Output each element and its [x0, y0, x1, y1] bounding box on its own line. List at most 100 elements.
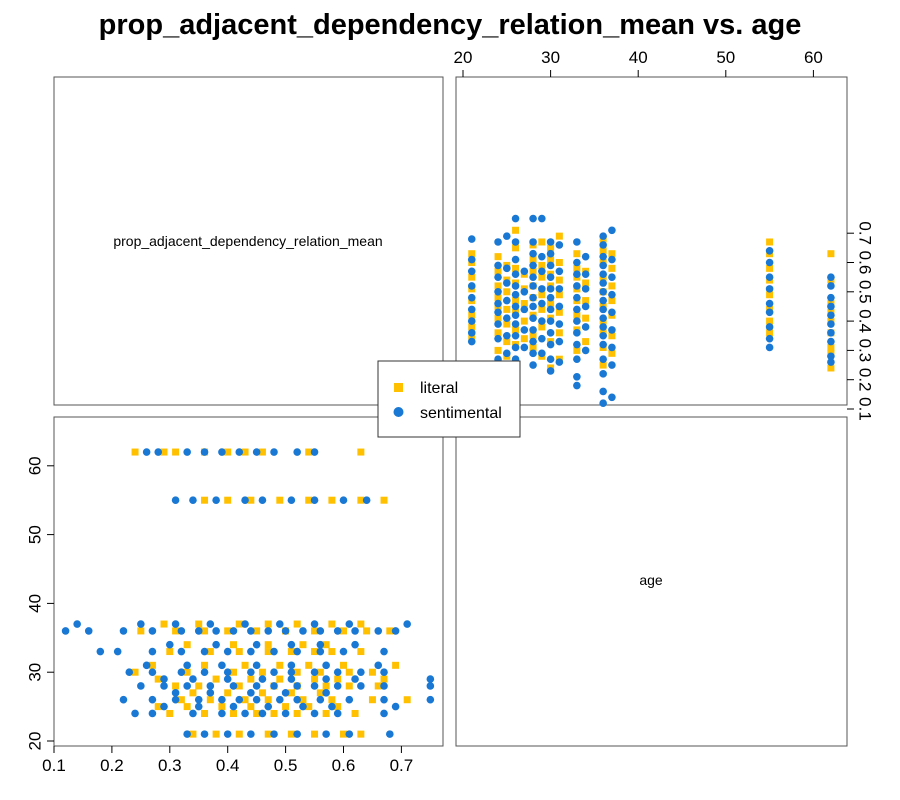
point-sentimental-upper: [503, 331, 511, 340]
point-sentimental-upper: [546, 305, 555, 314]
point-sentimental-upper: [520, 305, 529, 314]
point-sentimental-upper: [538, 285, 546, 293]
point-literal-upper: [529, 332, 537, 340]
point-literal-lower: [258, 689, 266, 697]
point-sentimental-upper: [467, 337, 476, 346]
point-sentimental-lower: [223, 647, 232, 656]
tick-label-prop-right: 0.1: [856, 397, 875, 421]
point-sentimental-lower: [357, 682, 365, 690]
point-sentimental-upper: [599, 296, 607, 305]
point-literal-lower: [160, 620, 168, 628]
point-literal-lower: [206, 696, 214, 704]
point-sentimental-lower: [142, 661, 151, 670]
point-literal-lower: [264, 696, 272, 704]
point-sentimental-upper: [546, 261, 555, 270]
point-literal-lower: [177, 696, 185, 704]
point-sentimental-lower: [322, 689, 330, 697]
point-sentimental-upper: [827, 337, 835, 346]
point-sentimental-lower: [177, 668, 186, 676]
point-sentimental-upper: [529, 361, 537, 369]
point-sentimental-lower: [310, 682, 319, 690]
point-sentimental-lower: [177, 627, 186, 635]
point-sentimental-upper: [581, 270, 590, 279]
point-literal-lower: [276, 661, 284, 669]
point-sentimental-lower: [322, 661, 330, 670]
point-literal-lower: [235, 648, 243, 656]
legend: literal sentimental: [377, 360, 521, 438]
point-literal-lower: [334, 675, 342, 683]
point-literal-lower: [305, 703, 313, 711]
point-literal-upper: [529, 343, 537, 351]
point-sentimental-lower: [316, 647, 325, 656]
tick-label-prop-right: 0.7: [856, 221, 875, 245]
point-sentimental-lower: [345, 695, 354, 704]
point-sentimental-lower: [252, 695, 261, 704]
point-literal-upper: [766, 238, 774, 246]
point-sentimental-lower: [310, 620, 319, 628]
point-literal-upper: [573, 311, 581, 319]
point-literal-lower: [229, 668, 237, 676]
point-sentimental-lower: [125, 668, 134, 676]
point-sentimental-lower: [160, 682, 168, 690]
point-sentimental-upper: [520, 343, 529, 352]
point-sentimental-lower: [200, 668, 209, 676]
point-literal-upper: [503, 305, 511, 313]
point-sentimental-upper: [546, 293, 555, 302]
point-sentimental-lower: [218, 448, 226, 456]
tick-label-prop-right: 0.6: [856, 251, 875, 275]
point-sentimental-upper: [511, 238, 520, 246]
point-literal-lower: [368, 668, 376, 676]
point-sentimental-upper: [494, 320, 502, 328]
point-literal-lower: [345, 682, 353, 690]
point-literal-lower: [351, 709, 359, 717]
point-sentimental-lower: [160, 702, 168, 711]
point-sentimental-upper: [546, 249, 555, 258]
point-sentimental-upper: [520, 326, 529, 334]
point-literal-lower: [357, 496, 365, 504]
point-sentimental-upper: [765, 334, 774, 343]
point-sentimental-lower: [235, 448, 244, 456]
point-sentimental-upper: [765, 258, 774, 267]
point-sentimental-upper: [529, 293, 537, 302]
point-sentimental-lower: [223, 730, 232, 738]
point-literal-upper: [827, 250, 835, 258]
point-literal-upper: [573, 264, 581, 272]
point-literal-lower: [392, 661, 400, 669]
point-sentimental-lower: [171, 496, 180, 505]
diagonal-label-prop: prop_adjacent_dependency_relation_mean: [113, 233, 382, 249]
point-sentimental-lower: [270, 682, 278, 690]
point-literal-upper: [608, 250, 616, 258]
point-sentimental-lower: [171, 695, 180, 704]
point-sentimental-upper: [494, 299, 502, 308]
point-literal-upper: [520, 317, 528, 325]
point-literal-lower: [218, 703, 226, 711]
tick-label-prop-right: 0.2: [856, 368, 875, 392]
panel-top-left: [53, 76, 444, 406]
point-sentimental-upper: [765, 246, 774, 255]
point-sentimental-upper: [608, 255, 616, 264]
point-literal-lower: [195, 620, 203, 628]
point-sentimental-upper: [827, 302, 835, 311]
point-literal-lower: [380, 675, 388, 683]
point-literal-lower: [201, 709, 209, 717]
panel-bottom-right: [455, 416, 848, 747]
scatter-marks: [61, 214, 835, 738]
point-literal-upper: [547, 244, 555, 252]
point-sentimental-upper: [599, 399, 607, 407]
point-literal-upper: [827, 343, 835, 351]
point-literal-lower: [368, 696, 376, 704]
point-sentimental-upper: [538, 267, 546, 276]
point-literal-upper: [555, 329, 563, 337]
point-literal-lower: [183, 703, 191, 711]
point-sentimental-lower: [218, 695, 226, 704]
point-sentimental-lower: [299, 627, 307, 635]
point-sentimental-lower: [96, 647, 105, 656]
point-sentimental-lower: [281, 689, 290, 697]
tick-label-age-top: 40: [629, 48, 648, 67]
point-literal-lower: [183, 641, 191, 649]
point-sentimental-upper: [511, 320, 520, 328]
point-literal-upper: [582, 279, 590, 287]
point-literal-lower: [212, 675, 220, 683]
point-literal-lower: [340, 730, 347, 738]
point-literal-lower: [276, 675, 284, 683]
